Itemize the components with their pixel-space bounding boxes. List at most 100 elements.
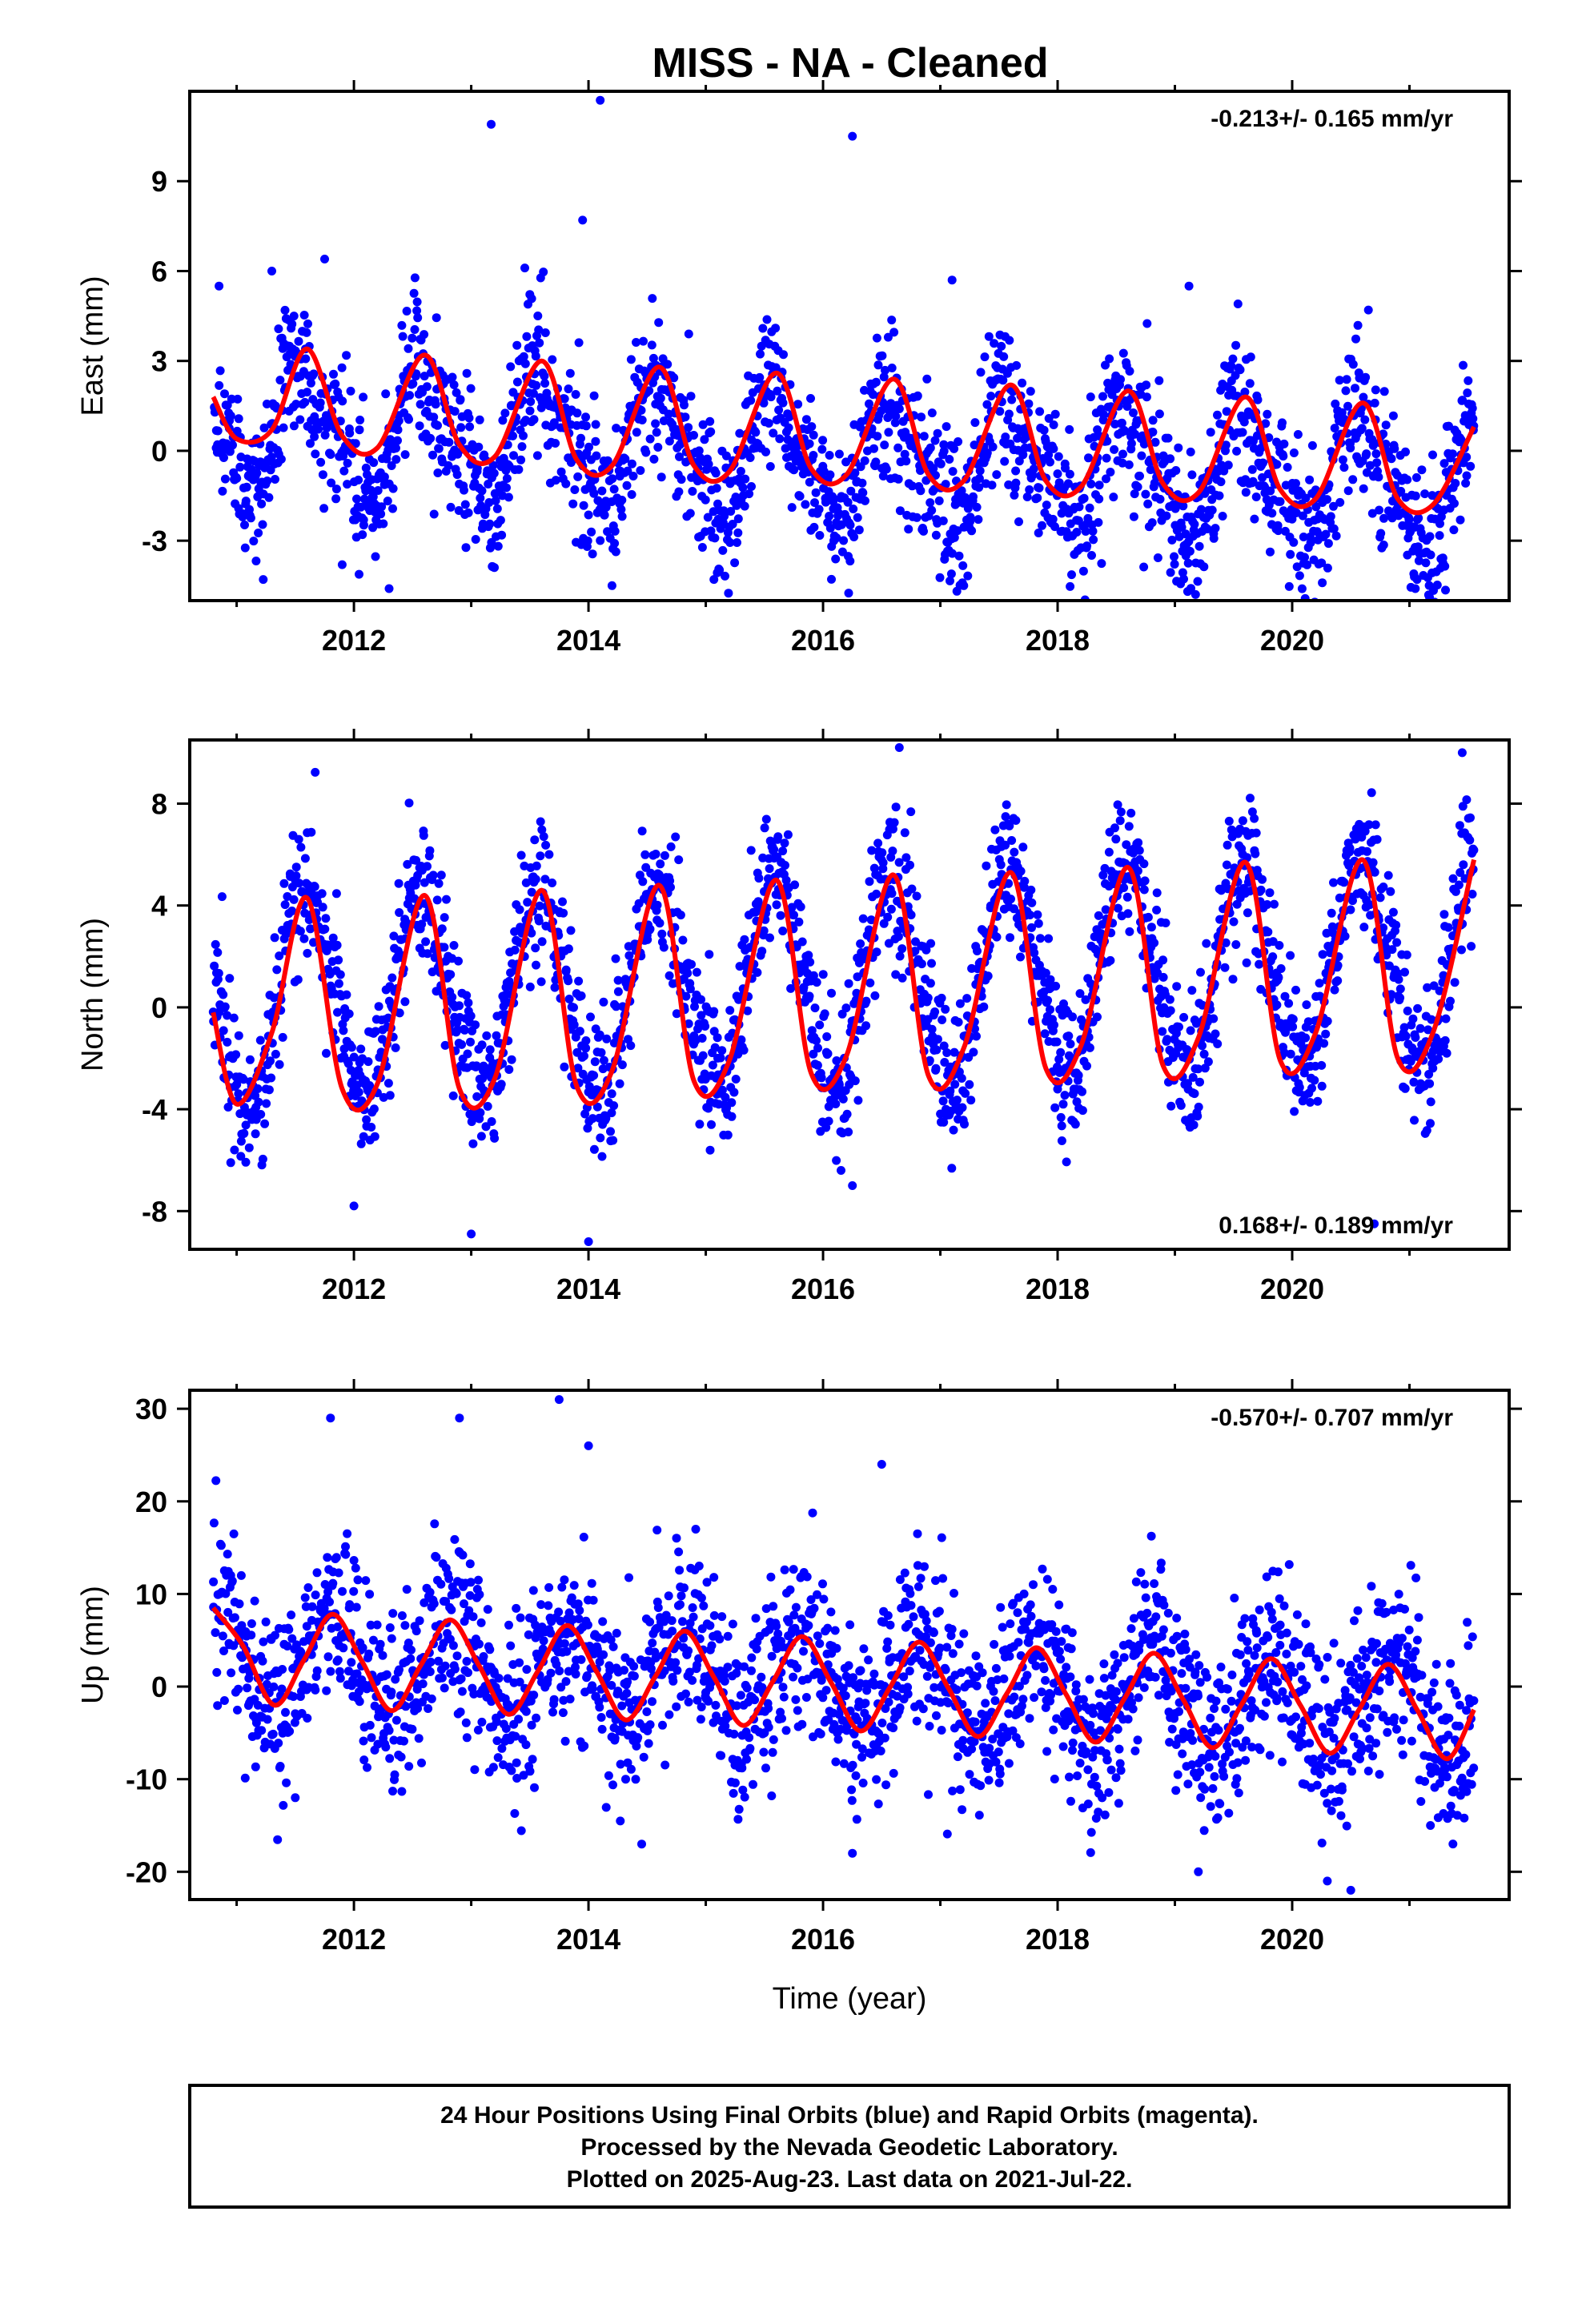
north-point: [1286, 951, 1295, 960]
east-point: [845, 521, 855, 530]
east-point: [873, 432, 882, 441]
east-point: [346, 386, 355, 396]
east-point: [992, 470, 1002, 480]
east-point: [358, 530, 367, 540]
north-point: [705, 1145, 715, 1155]
north-point: [790, 880, 800, 890]
east-point: [391, 455, 401, 464]
east-point: [674, 487, 684, 497]
east-point: [715, 565, 725, 575]
east-point: [549, 418, 559, 428]
east-point: [397, 320, 407, 330]
up-point: [414, 1734, 424, 1743]
north-point: [1462, 795, 1472, 805]
north-point: [1348, 896, 1357, 906]
north-point: [531, 943, 540, 953]
east-point: [410, 325, 420, 334]
north-point: [731, 1075, 741, 1084]
north-point: [434, 879, 444, 888]
up-point: [333, 1622, 343, 1631]
north-point: [530, 835, 540, 845]
east-point: [805, 477, 814, 487]
east-point: [1148, 416, 1158, 425]
east-point: [939, 440, 949, 449]
up-point: [216, 1541, 226, 1550]
north-point: [544, 850, 554, 859]
up-point: [465, 1590, 475, 1600]
north-point: [1455, 821, 1464, 830]
north-point: [1152, 888, 1162, 898]
east-point: [519, 352, 528, 361]
up-point: [243, 1683, 252, 1693]
east-point: [632, 428, 641, 437]
north-point: [1139, 885, 1149, 895]
east-point: [579, 501, 588, 510]
up-point: [388, 1787, 397, 1796]
north-point: [425, 846, 435, 855]
north-point: [534, 916, 544, 926]
east-point: [548, 355, 557, 364]
north-point: [757, 947, 767, 956]
up-point: [368, 1635, 378, 1645]
north-point: [954, 1017, 963, 1027]
north-point: [1423, 983, 1432, 992]
east-point: [1135, 471, 1144, 480]
north-point: [476, 1132, 486, 1141]
east-point: [449, 380, 459, 389]
north-point: [400, 997, 410, 1007]
east-point: [677, 475, 686, 485]
east-point: [919, 526, 928, 536]
east-point: [310, 432, 319, 441]
east-point: [570, 485, 580, 494]
north-point: [367, 1123, 376, 1132]
north-point: [335, 970, 345, 979]
up-point: [406, 1654, 416, 1663]
north-point: [1400, 1084, 1410, 1093]
north-point: [483, 1102, 492, 1111]
east-point: [880, 440, 889, 450]
north-point: [1224, 816, 1234, 826]
east-point: [1266, 486, 1275, 496]
north-point: [219, 990, 228, 999]
north-point: [1078, 1087, 1086, 1096]
east-point: [831, 554, 841, 564]
north-point: [1272, 1000, 1282, 1010]
north-point: [1011, 816, 1021, 825]
north-point: [678, 935, 688, 945]
north-point: [961, 1088, 970, 1098]
north-point: [1388, 907, 1398, 917]
figure-title: MISS - NA - Cleaned: [652, 40, 1048, 86]
up-point: [464, 1668, 472, 1678]
east-point: [942, 422, 951, 432]
up-point: [512, 1774, 522, 1783]
east-point: [1147, 518, 1157, 528]
east-outlier-point: [1184, 281, 1194, 291]
north-point: [638, 877, 648, 887]
east-point: [697, 543, 707, 552]
east-point: [226, 411, 235, 420]
east-point: [1118, 348, 1128, 358]
east-point: [475, 415, 484, 424]
east-point: [1279, 452, 1288, 461]
north-point: [721, 1092, 730, 1102]
east-point: [849, 505, 858, 513]
up-point: [511, 1731, 520, 1741]
east-point: [1153, 553, 1162, 562]
north-point: [1040, 1029, 1050, 1039]
east-point: [648, 353, 658, 363]
north-point: [1140, 876, 1150, 886]
up-point: [512, 1758, 521, 1767]
east-point: [258, 520, 267, 529]
north-point: [856, 939, 865, 948]
east-point: [912, 513, 921, 522]
up-point: [412, 1626, 421, 1636]
north-point: [404, 798, 414, 808]
east-point: [249, 537, 259, 546]
east-point: [1084, 453, 1093, 463]
north-point: [294, 834, 303, 844]
north-point: [280, 900, 290, 910]
north-point: [220, 1002, 230, 1011]
east-point: [1323, 539, 1333, 549]
north-point: [516, 850, 526, 860]
east-point: [785, 412, 794, 421]
